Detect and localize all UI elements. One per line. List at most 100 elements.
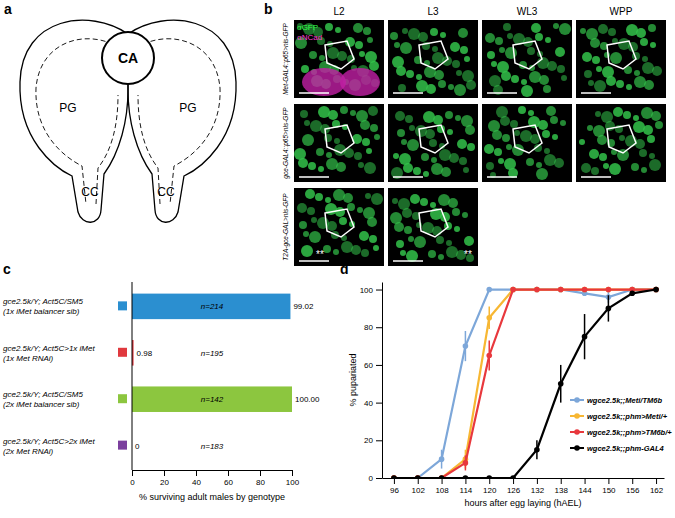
nucleus <box>510 120 518 128</box>
series-marker <box>463 460 469 466</box>
nucleus <box>609 163 621 175</box>
nucleus <box>631 163 639 171</box>
nucleus <box>506 144 512 150</box>
nucleus <box>561 75 567 81</box>
series-marker <box>486 353 492 359</box>
nucleus <box>421 153 429 161</box>
data-label: 100.00 <box>295 395 320 404</box>
nucleus <box>580 28 586 34</box>
nucleus <box>650 42 656 48</box>
nucleus <box>327 221 337 231</box>
legend-label: wgce2.5k;;phm-GAL4 <box>587 444 665 453</box>
nucleus <box>641 167 647 173</box>
nucleus <box>452 60 460 68</box>
micrograph <box>388 20 478 98</box>
nucleus <box>340 106 348 114</box>
nucleus <box>484 144 494 154</box>
ca-outline <box>325 209 354 237</box>
nucleus <box>356 110 368 122</box>
nucleus <box>393 153 399 159</box>
tick: 0 <box>130 470 135 487</box>
ca-outline <box>419 209 448 237</box>
nucleus <box>458 28 468 38</box>
nucleus <box>423 171 429 177</box>
nucleus <box>339 217 347 225</box>
tick: 40 <box>192 470 201 487</box>
nucleus <box>363 207 375 219</box>
tick-mark <box>418 478 419 484</box>
nucleus <box>373 245 379 251</box>
diagram-label: CA <box>118 50 138 66</box>
nucleus <box>297 203 307 213</box>
tick: 150 <box>602 478 616 495</box>
nucleus <box>633 115 639 121</box>
nucleus <box>390 32 398 40</box>
legend-marker <box>574 445 580 451</box>
nucleus <box>495 37 503 45</box>
nucleus <box>454 226 460 232</box>
nucleus <box>426 84 436 94</box>
nucleus <box>397 129 405 137</box>
nucleus <box>413 167 421 175</box>
nucleus <box>536 162 542 168</box>
bar <box>132 386 292 412</box>
nucleus <box>438 80 446 88</box>
nucleus <box>428 250 436 258</box>
micrograph <box>482 104 572 182</box>
nucleus <box>432 46 438 52</box>
tick-label: 20 <box>160 478 169 487</box>
tick: 20 <box>160 470 169 487</box>
nucleus <box>325 197 331 203</box>
nucleus <box>655 121 663 129</box>
nucleus <box>392 56 404 68</box>
tick-mark <box>656 478 657 484</box>
nucleus <box>498 158 504 164</box>
tick-mark <box>376 365 382 366</box>
panel-label: d <box>340 261 349 277</box>
tick-label: 132 <box>531 486 545 495</box>
nucleus <box>636 28 646 38</box>
series-marker <box>391 475 397 478</box>
nucleus <box>497 61 509 73</box>
ca-outline <box>325 125 354 153</box>
series-marker <box>415 475 421 478</box>
nucleus <box>449 153 459 163</box>
sample-size: n=183 <box>201 442 224 451</box>
legend-marker <box>574 397 580 403</box>
nucleus <box>603 163 609 169</box>
tick: 80 <box>256 470 265 487</box>
tick-mark <box>376 327 382 328</box>
nucleus <box>526 158 534 166</box>
nucleus <box>502 134 510 142</box>
nucleus <box>335 207 345 217</box>
bar <box>132 294 290 320</box>
panel-label: c <box>3 261 11 277</box>
nucleus <box>350 110 356 116</box>
tick-label: 150 <box>602 486 616 495</box>
nucleus <box>432 226 442 236</box>
legend-marker <box>574 429 580 435</box>
tick-label: 60 <box>364 361 373 370</box>
ca-outline <box>607 125 636 153</box>
nucleus <box>454 84 466 96</box>
nucleus <box>345 37 355 47</box>
panel-a: aCAPGPGCCCC <box>4 1 236 222</box>
legend-label: wgce2.5k;;phm>TM6b/+ <box>587 428 672 437</box>
nucleus <box>448 198 458 208</box>
nucleus <box>587 125 593 131</box>
series-marker <box>534 447 540 453</box>
nucleus <box>407 139 419 151</box>
tick: 20 <box>364 436 382 445</box>
image-background <box>294 20 384 98</box>
image-background <box>482 104 572 182</box>
nucleus <box>527 47 535 55</box>
ca-outline <box>419 125 448 153</box>
tick: 162 <box>650 478 664 495</box>
series-marker <box>629 291 635 297</box>
nucleus <box>325 23 333 31</box>
series-marker <box>534 287 540 293</box>
series-marker <box>606 287 612 293</box>
scale-bar <box>581 176 611 178</box>
y-axis-title: % pupariated <box>348 353 358 406</box>
column-label: WL3 <box>517 6 538 17</box>
